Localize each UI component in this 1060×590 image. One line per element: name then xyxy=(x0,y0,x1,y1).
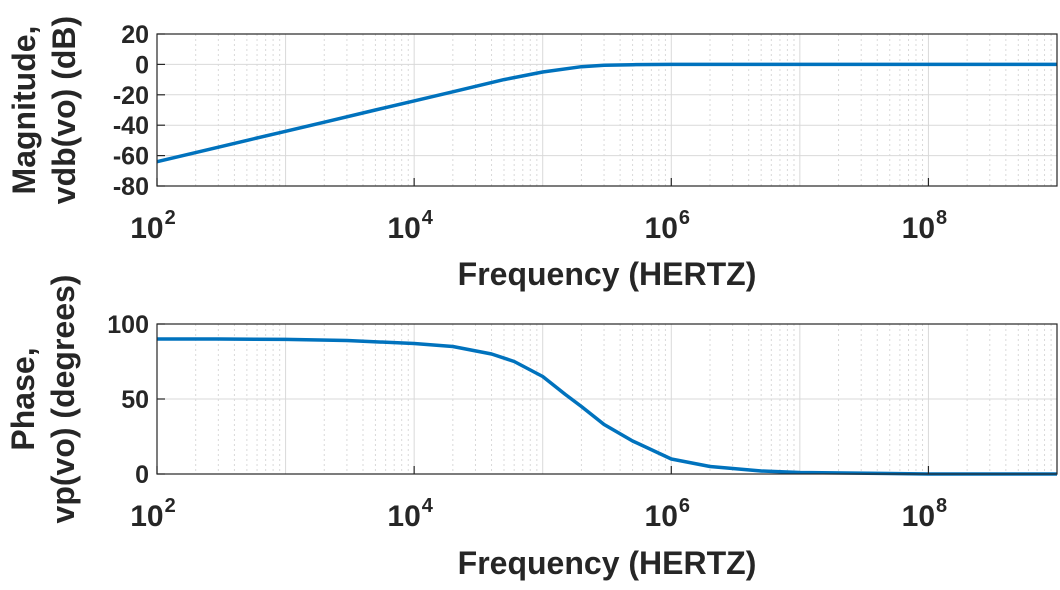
magnitude-grid xyxy=(156,33,1057,187)
phase-series-line xyxy=(157,337,1057,476)
y-tick-label: -40 xyxy=(113,112,149,140)
y-tick-label: 100 xyxy=(107,311,149,339)
y-tick-label: 0 xyxy=(135,51,149,79)
y-tick-label: -20 xyxy=(113,82,149,110)
phase-y-axis-label: Phase, xyxy=(5,347,41,450)
magnitude-series-line xyxy=(156,62,1057,164)
magnitude-x-axis-label: Frequency (HERTZ) xyxy=(458,256,757,292)
x-tick-label: 104 xyxy=(387,495,433,533)
y-tick-label: 50 xyxy=(121,386,149,414)
x-tick-label: 102 xyxy=(130,207,176,245)
phase-grid xyxy=(156,323,1057,475)
magnitude-y-axis-label: Magnitude, xyxy=(6,26,42,195)
y-tick-label: -60 xyxy=(113,143,149,171)
phase-chart: 100 50 0 102 104 106 108 Frequency (HERTZ) Phase… xyxy=(5,275,1058,581)
x-tick-label: 102 xyxy=(130,495,176,533)
x-tick-label: 106 xyxy=(645,495,691,533)
x-tick-label: 108 xyxy=(902,207,948,245)
x-tick-label: 106 xyxy=(645,207,691,245)
magnitude-axes-box xyxy=(156,33,1058,187)
x-tick-label: 104 xyxy=(387,207,433,245)
x-tick-label: 108 xyxy=(902,495,948,533)
y-tick-label: 20 xyxy=(121,21,149,49)
magnitude-y-axis-label: vdb(vo) (dB) xyxy=(46,16,82,204)
y-tick-label: 0 xyxy=(135,461,149,489)
phase-y-axis-label: vp(vo) (degrees) xyxy=(45,275,81,524)
y-tick-label: -80 xyxy=(113,173,149,201)
magnitude-chart: 200 -20-40 -60-80 102 104 106 108 Frequency (HE… xyxy=(6,16,1058,292)
phase-x-axis-label: Frequency (HERTZ) xyxy=(458,545,757,581)
